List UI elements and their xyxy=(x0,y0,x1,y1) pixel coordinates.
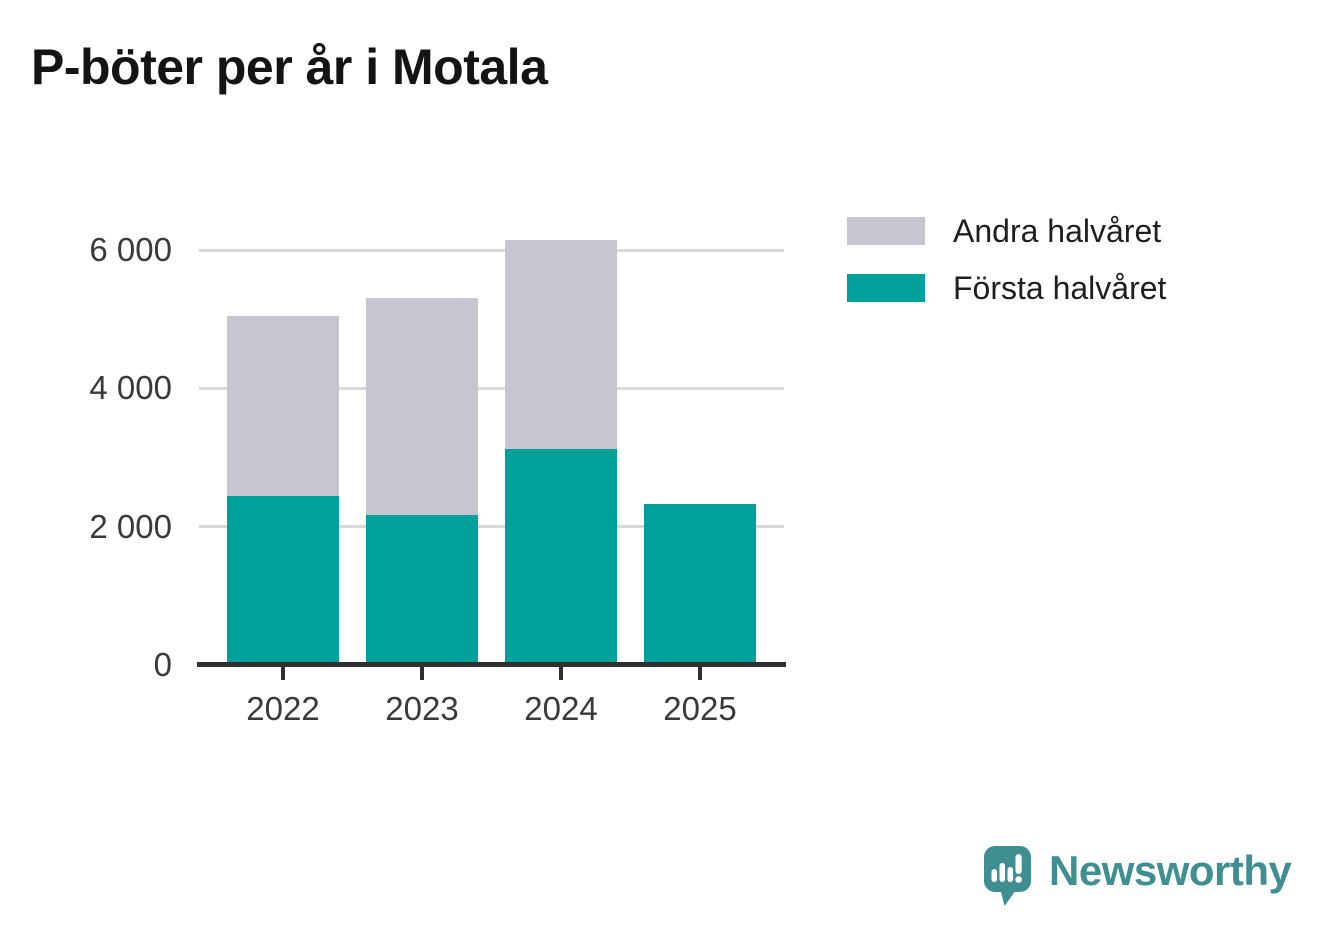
x-axis-tick-label: 2022 xyxy=(246,690,320,727)
bar-2024-second-half xyxy=(505,239,617,450)
legend-label: Andra halvåret xyxy=(953,213,1162,249)
bar-2022-first-half xyxy=(227,495,339,665)
branding: Newsworthy xyxy=(983,845,1292,909)
bar-2024-first-half xyxy=(505,449,617,665)
legend-label: Första halvåret xyxy=(953,270,1167,306)
legend-swatch-second-half xyxy=(847,217,925,245)
y-axis-tick-label: 0 xyxy=(153,646,172,683)
newsworthy-logo-icon xyxy=(984,846,1031,906)
x-axis-tick-label: 2025 xyxy=(663,690,737,727)
newsworthy-logo-text: Newsworthy xyxy=(1049,847,1292,894)
legend-swatch-first-half xyxy=(847,274,925,302)
x-axis-tick-label: 2024 xyxy=(524,690,598,727)
y-axis-tick-label: 6 000 xyxy=(89,231,172,268)
y-axis-tick-label: 2 000 xyxy=(89,507,172,545)
gridline-y-4000 xyxy=(199,386,784,390)
bar-2023-second-half xyxy=(366,298,478,515)
x-axis-tick xyxy=(698,667,702,680)
bar-2025-first-half xyxy=(644,503,756,665)
x-axis-tick xyxy=(559,667,563,680)
x-axis-line xyxy=(197,662,786,667)
gridline-y-2000 xyxy=(199,525,784,529)
gridline-y-6000 xyxy=(199,248,784,252)
x-axis-tick-label: 2023 xyxy=(385,690,459,727)
bar-2023-first-half xyxy=(366,514,478,665)
x-axis-tick xyxy=(420,667,424,680)
chart-title: P-böter per år i Motala xyxy=(31,39,548,95)
bar-2022-second-half xyxy=(227,315,339,496)
y-axis-tick-label: 4 000 xyxy=(89,369,172,407)
x-axis-tick xyxy=(281,667,285,680)
